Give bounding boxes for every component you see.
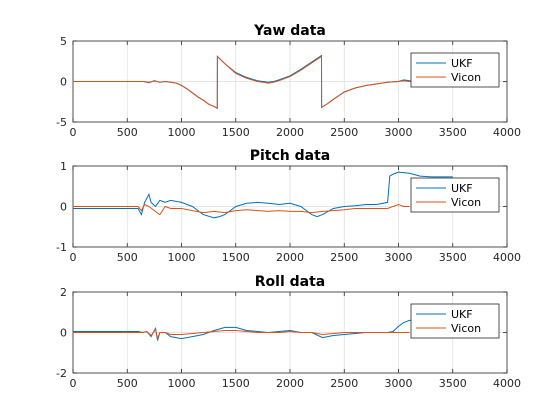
- subplot-1: 0 500 1000 1500 2000 2500 3000 3500 4000-505Yaw …: [56, 23, 521, 139]
- x-tick-label: 4000: [493, 377, 521, 390]
- x-tick-label: 1000: [168, 251, 196, 264]
- series-line-ukf: [73, 171, 453, 219]
- legend-box: [410, 52, 500, 88]
- y-tick-label: 0: [60, 76, 67, 89]
- series-line-vicon: [73, 203, 410, 216]
- legend-box: [410, 177, 500, 213]
- x-tick-label: 3000: [385, 126, 413, 139]
- chart-title: Yaw data: [253, 23, 326, 39]
- legend-box: [410, 303, 500, 339]
- x-tick-label: 0: [70, 251, 77, 264]
- x-tick-label: 1500: [222, 251, 250, 264]
- x-tick-label: 3500: [439, 251, 467, 264]
- x-tick-label: 1500: [222, 126, 250, 139]
- x-tick-label: 0: [70, 377, 77, 390]
- y-tick-label: 5: [60, 35, 67, 48]
- y-tick-label: 0: [60, 327, 67, 340]
- x-tick-label: 2000: [276, 377, 304, 390]
- legend-label: UKF: [451, 57, 473, 70]
- legend-label: Vicon: [451, 196, 481, 209]
- x-tick-label: 500: [117, 377, 138, 390]
- x-tick-label: 4000: [493, 251, 521, 264]
- x-tick-label: 3500: [439, 377, 467, 390]
- legend-label: UKF: [451, 182, 473, 195]
- x-tick-label: 500: [117, 126, 138, 139]
- chart-title: Pitch data: [250, 148, 331, 164]
- x-tick-label: 1500: [222, 377, 250, 390]
- x-tick-label: 3500: [439, 126, 467, 139]
- x-tick-label: 4000: [493, 126, 521, 139]
- x-tick-label: 2500: [330, 251, 358, 264]
- y-tick-label: 0: [60, 201, 67, 214]
- series-line-vicon: [73, 55, 453, 110]
- x-tick-label: 1000: [168, 126, 196, 139]
- y-tick-label: -1: [56, 241, 67, 254]
- x-tick-label: 2000: [276, 251, 304, 264]
- y-tick-label: -2: [56, 367, 67, 380]
- legend-label: Vicon: [451, 71, 481, 84]
- subplot-2: 0 500 1000 1500 2000 2500 3000 3500 4000-101Pitc…: [56, 148, 521, 264]
- series-line-vicon: [73, 328, 410, 341]
- y-tick-label: 1: [60, 160, 67, 173]
- x-tick-label: 2500: [330, 377, 358, 390]
- chart-title: Roll data: [255, 274, 325, 290]
- legend-label: UKF: [451, 308, 473, 321]
- y-tick-label: -5: [56, 116, 67, 129]
- x-tick-label: 1000: [168, 377, 196, 390]
- y-tick-label: 2: [60, 286, 67, 299]
- x-tick-label: 500: [117, 251, 138, 264]
- x-tick-label: 2500: [330, 126, 358, 139]
- x-tick-label: 2000: [276, 126, 304, 139]
- subplot-3: 0 500 1000 1500 2000 2500 3000 3500 4000-202Roll…: [56, 274, 521, 390]
- x-tick-label: 0: [70, 126, 77, 139]
- x-tick-label: 3000: [385, 377, 413, 390]
- x-tick-label: 3000: [385, 251, 413, 264]
- legend-label: Vicon: [451, 322, 481, 335]
